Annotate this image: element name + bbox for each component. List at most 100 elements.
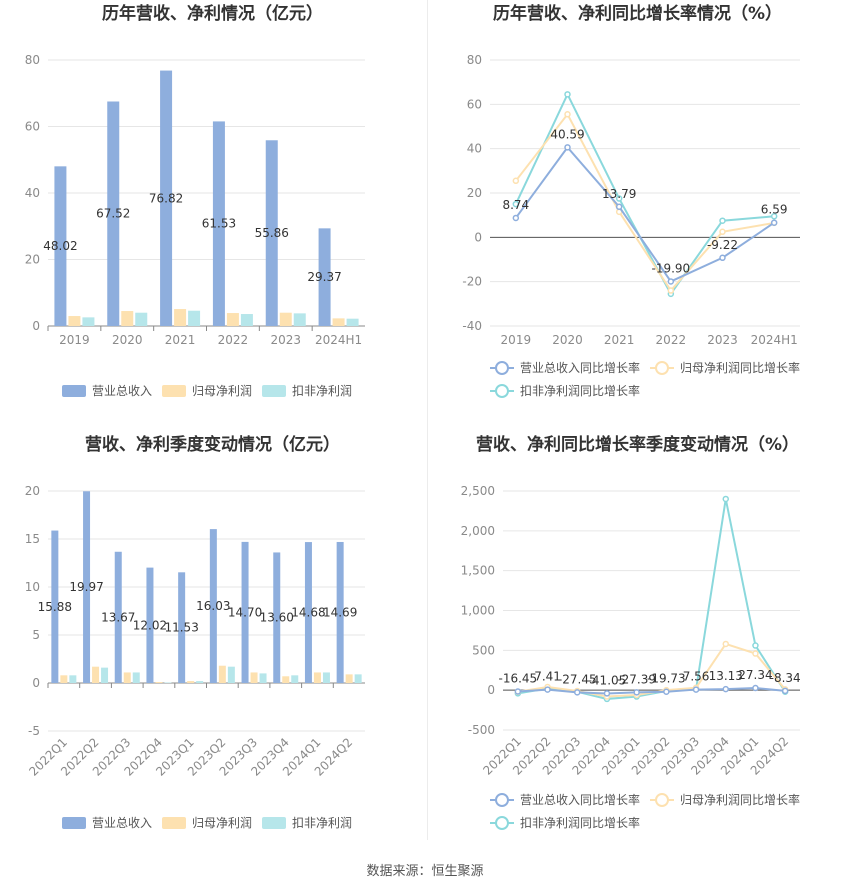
legend-label: 归母净利润同比增长率 bbox=[680, 792, 800, 807]
data-point bbox=[722, 495, 729, 503]
data-label: 12.02 bbox=[133, 618, 167, 632]
data-point bbox=[722, 640, 729, 648]
legend-label: 扣非净利润同比增长率 bbox=[520, 815, 640, 830]
data-label: -27.45 bbox=[558, 672, 597, 686]
chart-title: 营收、净利季度变动情况（亿元） bbox=[85, 434, 340, 455]
legend-marker-swatch bbox=[495, 793, 509, 807]
bar-parent-net-profit bbox=[60, 675, 68, 683]
legend-label: 营业总收入 bbox=[92, 816, 152, 830]
data-label: 15.88 bbox=[38, 600, 72, 614]
bar-revenue bbox=[304, 542, 312, 683]
bar-deducted-net-profit bbox=[240, 314, 253, 326]
bar-revenue bbox=[54, 166, 67, 326]
data-label: 6.59 bbox=[761, 203, 788, 217]
bar-deducted-net-profit bbox=[354, 674, 362, 683]
bar-parent-net-profit bbox=[174, 309, 187, 326]
data-point bbox=[663, 688, 670, 695]
bar-deducted-net-profit bbox=[69, 675, 77, 683]
chart-title: 历年营收、净利同比增长率情况（%） bbox=[493, 3, 782, 24]
bar-revenue bbox=[273, 552, 281, 683]
legend-label: 营业总收入同比增长率 bbox=[520, 792, 640, 807]
annual-revenue-profit-panel: 历年营收、净利情况（亿元） 0 20 40 60 80 2019 48.02 2020 67.52… bbox=[0, 0, 425, 410]
bar-parent-net-profit bbox=[187, 681, 195, 683]
bar-parent-net-profit bbox=[282, 676, 290, 683]
data-point bbox=[781, 687, 789, 695]
bar-parent-net-profit bbox=[313, 672, 321, 683]
bar-revenue bbox=[146, 567, 154, 683]
y-tick-label: 5 bbox=[32, 628, 40, 642]
x-tick-label: 2022 bbox=[218, 333, 249, 347]
y-tick-label: 20 bbox=[467, 186, 482, 200]
y-tick-label: 500 bbox=[472, 643, 495, 657]
legend-marker-swatch bbox=[655, 361, 669, 375]
x-tick-label: 2020 bbox=[112, 333, 143, 347]
data-label: 14.69 bbox=[323, 605, 357, 619]
legend-label: 扣非净利润同比增长率 bbox=[520, 383, 640, 398]
bar-deducted-net-profit bbox=[132, 672, 140, 683]
data-label: -16.45 bbox=[499, 671, 538, 685]
data-point bbox=[512, 200, 520, 208]
y-tick-label: 80 bbox=[467, 53, 482, 67]
bar-parent-net-profit bbox=[250, 672, 258, 683]
x-tick-label: 2023 bbox=[707, 333, 738, 347]
y-tick-label: 0 bbox=[474, 230, 482, 244]
chart-title: 营收、净利同比增长率季度变动情况（%） bbox=[476, 434, 799, 455]
x-tick-label: 2021 bbox=[165, 333, 196, 347]
x-tick-label: 2021 bbox=[604, 333, 635, 347]
data-point bbox=[633, 689, 640, 696]
data-point bbox=[752, 684, 759, 692]
bar-deducted-net-profit bbox=[322, 672, 330, 683]
bar-revenue bbox=[114, 551, 122, 683]
x-tick-label: 2023 bbox=[270, 333, 301, 347]
bar-revenue bbox=[318, 228, 331, 326]
data-point bbox=[512, 214, 520, 222]
bar-deducted-net-profit bbox=[293, 313, 306, 326]
y-tick-label: 20 bbox=[25, 253, 40, 267]
y-tick-label: 0 bbox=[32, 319, 40, 333]
series-line-0 bbox=[515, 145, 775, 283]
quarterly-growth-rate-chart: 营收、净利同比增长率季度变动情况（%） -500 0 500 1,000 1,500 2,0… bbox=[461, 434, 801, 830]
legend-color-swatch bbox=[62, 385, 86, 397]
data-label: 8.74 bbox=[502, 198, 529, 212]
quarterly-revenue-profit-chart: 营收、净利季度变动情况（亿元）-5051015202022Q115.882022… bbox=[25, 434, 365, 830]
chart-title: 历年营收、净利情况（亿元） bbox=[102, 3, 323, 24]
y-tick-label: 0 bbox=[487, 683, 495, 697]
bar-revenue bbox=[336, 541, 344, 683]
data-label: 16.03 bbox=[196, 599, 230, 613]
data-point bbox=[752, 650, 759, 657]
y-tick-label: -500 bbox=[468, 723, 495, 737]
y-tick-label: 40 bbox=[467, 142, 482, 156]
data-point bbox=[564, 111, 571, 118]
x-tick-label: 2024H1 bbox=[751, 333, 798, 347]
data-point bbox=[615, 195, 623, 202]
quarterly-growth-rate-panel: 营收、净利同比增长率季度变动情况（%） -500 0 500 1,000 1,500 2,0… bbox=[425, 425, 850, 845]
bar-parent-net-profit bbox=[279, 312, 292, 326]
data-label: -9.22 bbox=[707, 238, 738, 252]
data-point bbox=[544, 686, 551, 693]
y-tick-label: 60 bbox=[467, 97, 482, 111]
data-point bbox=[615, 203, 623, 211]
legend-label: 归母净利润同比增长率 bbox=[680, 360, 800, 375]
y-tick-label: -40 bbox=[462, 319, 482, 333]
data-label: 27.34 bbox=[738, 668, 772, 682]
data-point bbox=[564, 91, 571, 98]
legend-label: 归母净利润 bbox=[192, 384, 252, 398]
bar-parent-net-profit bbox=[218, 665, 226, 683]
series-line-1 bbox=[515, 112, 775, 293]
x-tick-label: 2024H1 bbox=[315, 333, 362, 347]
bar-deducted-net-profit bbox=[259, 673, 267, 683]
data-point bbox=[574, 689, 581, 696]
bar-revenue bbox=[241, 541, 249, 683]
bar-revenue bbox=[51, 530, 59, 683]
legend-color-swatch bbox=[262, 817, 286, 829]
y-tick-label: 40 bbox=[25, 186, 40, 200]
y-tick-label: 2,000 bbox=[461, 524, 495, 538]
data-label: 11.53 bbox=[164, 621, 198, 635]
legend-label: 归母净利润 bbox=[192, 816, 252, 830]
data-label: -19.90 bbox=[651, 261, 690, 275]
series-line-0 bbox=[517, 686, 786, 695]
data-point bbox=[514, 688, 522, 695]
bar-deducted-net-profit bbox=[101, 667, 109, 683]
bar-deducted-net-profit bbox=[291, 675, 299, 683]
data-label: 19.97 bbox=[69, 580, 103, 594]
